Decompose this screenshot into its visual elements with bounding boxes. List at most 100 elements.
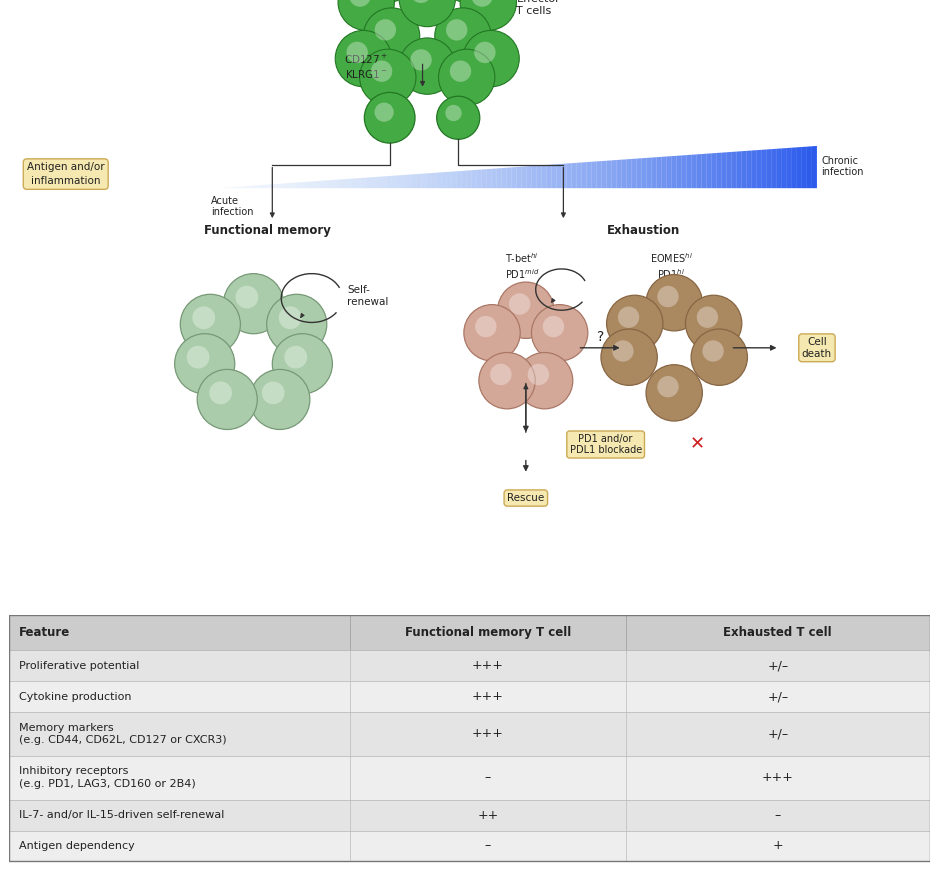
Polygon shape [782, 148, 787, 189]
Polygon shape [516, 167, 521, 189]
Text: Rescue: Rescue [507, 493, 545, 503]
Circle shape [209, 382, 232, 404]
Polygon shape [807, 147, 812, 189]
Circle shape [236, 285, 258, 308]
Circle shape [363, 8, 420, 65]
Polygon shape [251, 185, 256, 189]
Polygon shape [346, 179, 351, 189]
Circle shape [475, 316, 497, 337]
Text: +/–: +/– [767, 659, 789, 672]
Polygon shape [241, 186, 246, 189]
Polygon shape [797, 147, 802, 189]
Polygon shape [296, 182, 301, 189]
Circle shape [262, 382, 285, 404]
Circle shape [375, 19, 396, 40]
Text: Cytokine production: Cytokine production [19, 691, 131, 702]
Polygon shape [311, 181, 316, 189]
Circle shape [516, 353, 573, 409]
Polygon shape [512, 167, 516, 189]
Polygon shape [607, 161, 611, 189]
Polygon shape [291, 182, 296, 189]
Circle shape [187, 346, 209, 368]
Polygon shape [266, 184, 271, 189]
Circle shape [450, 60, 471, 82]
Polygon shape [656, 157, 662, 189]
Circle shape [646, 275, 702, 331]
Polygon shape [686, 155, 692, 189]
Circle shape [697, 306, 718, 328]
Circle shape [479, 353, 535, 409]
Circle shape [272, 333, 332, 394]
Polygon shape [727, 152, 731, 189]
Polygon shape [647, 157, 652, 189]
Text: +++: +++ [472, 659, 504, 672]
Circle shape [435, 8, 491, 65]
Polygon shape [281, 183, 286, 189]
Text: T-bet$^{hi}$
PD1$^{mid}$: T-bet$^{hi}$ PD1$^{mid}$ [505, 251, 539, 281]
Polygon shape [546, 165, 551, 189]
Polygon shape [226, 187, 231, 189]
Bar [9, 712, 930, 756]
Circle shape [607, 295, 663, 352]
Text: –: – [485, 840, 491, 852]
Circle shape [338, 0, 394, 31]
Polygon shape [662, 156, 667, 189]
Polygon shape [407, 175, 411, 189]
Polygon shape [392, 175, 396, 189]
Polygon shape [301, 182, 306, 189]
Polygon shape [331, 180, 336, 189]
Polygon shape [692, 155, 697, 189]
Polygon shape [306, 182, 311, 189]
Polygon shape [587, 162, 592, 189]
Text: IL-7- and/or IL-15-driven self-renewal: IL-7- and/or IL-15-driven self-renewal [19, 810, 224, 820]
Text: Cell
death: Cell death [802, 337, 832, 359]
Text: Antigen dependency: Antigen dependency [19, 841, 134, 851]
Bar [9, 800, 930, 830]
Circle shape [410, 49, 432, 71]
Polygon shape [707, 154, 712, 189]
Polygon shape [426, 173, 431, 189]
Circle shape [399, 0, 455, 27]
Polygon shape [256, 185, 261, 189]
Text: +++: +++ [762, 771, 793, 784]
Circle shape [399, 38, 455, 94]
Polygon shape [501, 168, 506, 189]
Circle shape [657, 285, 679, 307]
Polygon shape [581, 162, 587, 189]
Text: Effector
T cells: Effector T cells [516, 0, 561, 16]
Polygon shape [356, 178, 362, 189]
Text: CD127$^+$
KLRG1$^-$: CD127$^+$ KLRG1$^-$ [345, 53, 388, 80]
Text: Feature: Feature [19, 626, 69, 639]
Text: Antigen and/or
inflammation: Antigen and/or inflammation [27, 162, 104, 186]
Circle shape [543, 316, 564, 337]
Polygon shape [276, 183, 281, 189]
Polygon shape [667, 156, 671, 189]
Polygon shape [566, 163, 572, 189]
Text: +: + [773, 840, 783, 852]
Polygon shape [716, 153, 722, 189]
Polygon shape [812, 146, 817, 189]
Circle shape [531, 305, 588, 361]
Circle shape [646, 365, 702, 421]
Polygon shape [577, 162, 581, 189]
Circle shape [445, 105, 462, 121]
Circle shape [509, 293, 531, 315]
Polygon shape [271, 184, 276, 189]
Text: Functional memory T cell: Functional memory T cell [405, 626, 571, 639]
Polygon shape [521, 167, 527, 189]
Polygon shape [321, 181, 326, 189]
Polygon shape [757, 150, 762, 189]
Polygon shape [792, 148, 797, 189]
Polygon shape [437, 172, 441, 189]
Polygon shape [286, 182, 291, 189]
Circle shape [618, 306, 639, 328]
Polygon shape [471, 170, 476, 189]
Circle shape [364, 93, 415, 143]
Polygon shape [596, 161, 602, 189]
Circle shape [192, 306, 215, 329]
Text: Exhaustion: Exhaustion [607, 223, 680, 237]
Polygon shape [386, 175, 392, 189]
Text: Proliferative potential: Proliferative potential [19, 661, 139, 670]
Polygon shape [772, 148, 777, 189]
Polygon shape [506, 168, 512, 189]
